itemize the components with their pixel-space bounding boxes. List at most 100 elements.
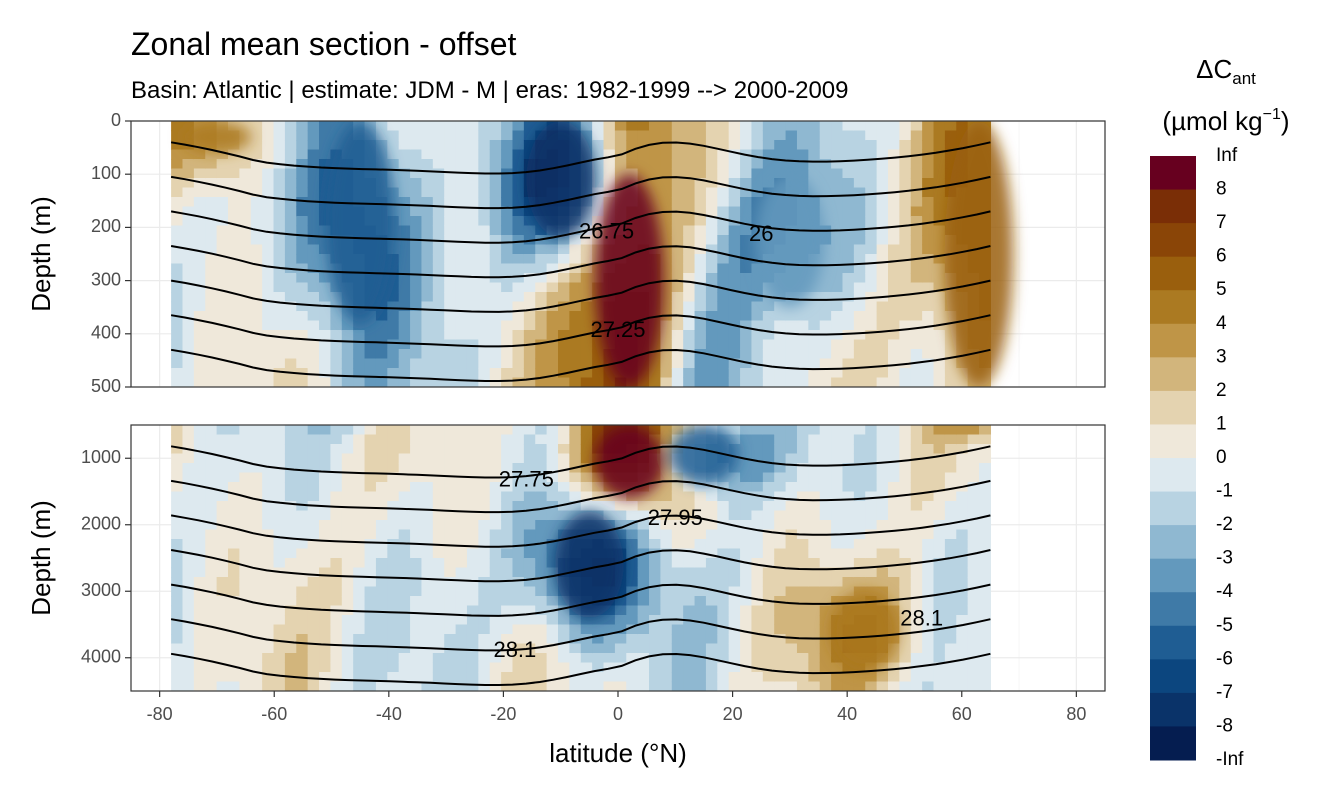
heatmap-cell — [649, 672, 662, 683]
heatmap-cell — [410, 501, 423, 512]
heatmap-cell — [546, 662, 559, 673]
heatmap-cell — [546, 520, 559, 531]
heatmap-cell — [250, 159, 263, 170]
heatmap-cell — [796, 358, 809, 369]
heatmap-cell — [728, 615, 741, 626]
heatmap-cell — [785, 482, 798, 493]
heatmap-cell — [683, 482, 696, 493]
heatmap-cell — [410, 140, 423, 151]
heatmap-cell — [489, 349, 502, 360]
heatmap-cell — [762, 339, 775, 350]
heatmap-cell — [728, 634, 741, 645]
heatmap-cell — [580, 463, 593, 474]
heatmap-cell — [341, 643, 354, 654]
heatmap-cell — [865, 425, 878, 436]
heatmap-cell — [705, 225, 718, 236]
heatmap-cell — [273, 577, 286, 588]
heatmap-cell — [933, 187, 946, 198]
heatmap-cell — [774, 634, 787, 645]
heatmap-cell — [512, 330, 525, 341]
heatmap-cell — [330, 121, 343, 132]
heatmap-cell — [501, 206, 514, 217]
heatmap-cell — [466, 197, 479, 208]
heatmap-cell — [466, 567, 479, 578]
heatmap-cell — [808, 567, 821, 578]
heatmap-cell — [535, 472, 548, 483]
heatmap-cell — [262, 425, 275, 436]
heatmap-cell — [193, 197, 206, 208]
heatmap-cell — [330, 520, 343, 531]
heatmap-cell — [455, 130, 468, 141]
heatmap-cell — [284, 178, 297, 189]
heatmap-cell — [740, 482, 753, 493]
heatmap-cell — [216, 206, 229, 217]
heatmap-cell — [751, 520, 764, 531]
heatmap-cell — [649, 187, 662, 198]
heatmap-cell — [546, 596, 559, 607]
heatmap-cell — [398, 510, 411, 521]
heatmap-cell — [683, 292, 696, 303]
heatmap-cell — [284, 558, 297, 569]
heatmap-cell — [410, 244, 423, 255]
heatmap-cell — [353, 567, 366, 578]
heatmap-cell — [432, 596, 445, 607]
heatmap-cell — [398, 434, 411, 445]
heatmap-cell — [466, 368, 479, 379]
heatmap-cell — [558, 501, 570, 512]
heatmap-cell — [239, 501, 252, 512]
heatmap-cell — [193, 510, 206, 521]
heatmap-cell — [660, 482, 673, 493]
heatmap-cell — [171, 567, 184, 578]
heatmap-cell — [228, 159, 240, 170]
heatmap-cell — [250, 596, 263, 607]
heatmap-cell — [250, 624, 263, 635]
heatmap-cell — [865, 472, 878, 483]
heatmap-cell — [819, 548, 832, 559]
heatmap-cell — [501, 643, 514, 654]
heatmap-cell — [523, 482, 536, 493]
heatmap-cell — [796, 605, 809, 616]
density-contour — [170, 549, 991, 583]
heatmap-cell — [250, 662, 263, 673]
heatmap-cell — [250, 586, 263, 597]
heatmap-cell — [262, 529, 275, 540]
heatmap-cell — [262, 586, 275, 597]
heatmap-cell — [979, 624, 992, 635]
heatmap-cell — [273, 216, 286, 227]
heatmap-cell — [580, 368, 593, 379]
heatmap-cell — [216, 643, 229, 654]
heatmap-cell — [466, 425, 479, 436]
heatmap-cell — [853, 159, 866, 170]
heatmap-cell — [558, 605, 570, 616]
heatmap-cell — [933, 463, 946, 474]
heatmap-cell — [660, 548, 673, 559]
heatmap-cell — [341, 596, 354, 607]
colorbar-swatch — [1150, 189, 1196, 224]
heatmap-cell — [319, 254, 332, 265]
heatmap-cell — [216, 577, 229, 588]
heatmap-cell — [501, 368, 514, 379]
heatmap-cell — [967, 558, 980, 569]
colorbar-swatch — [1150, 156, 1196, 191]
heatmap-cell — [512, 235, 525, 246]
heatmap-cell — [705, 510, 718, 521]
heatmap-cell — [410, 197, 423, 208]
heatmap-cell — [466, 149, 479, 160]
heatmap-cell — [228, 605, 240, 616]
heatmap-cell — [728, 662, 741, 673]
heatmap-cell — [216, 197, 229, 208]
heatmap-cell — [421, 159, 434, 170]
heatmap-cell — [819, 624, 832, 635]
heatmap-cell — [410, 463, 423, 474]
heatmap-cell — [751, 425, 764, 436]
heatmap-cell — [558, 662, 570, 673]
heatmap-cell — [535, 339, 548, 350]
heatmap-cell — [512, 463, 525, 474]
heatmap-cell — [535, 681, 548, 691]
heatmap-cell — [353, 634, 366, 645]
heatmap-cell — [546, 263, 559, 274]
heatmap-cell — [205, 634, 218, 645]
heatmap-cell — [762, 444, 775, 455]
heatmap-cell — [398, 178, 411, 189]
heatmap-cell — [478, 567, 491, 578]
